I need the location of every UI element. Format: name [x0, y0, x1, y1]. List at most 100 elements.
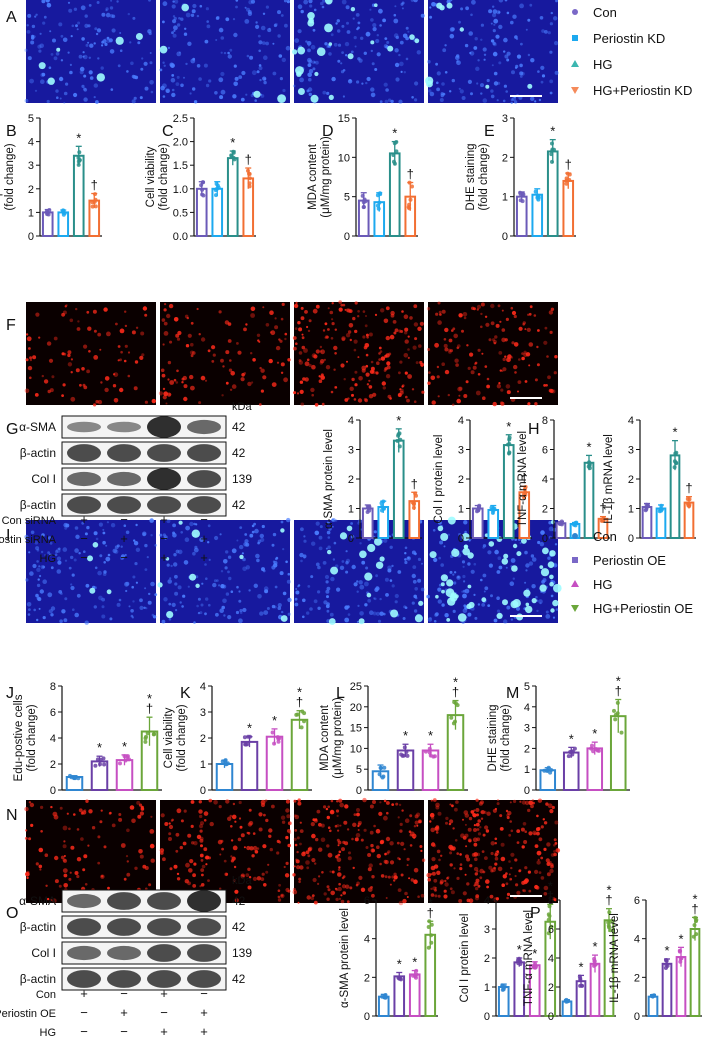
data-point [694, 932, 699, 937]
cell-dot [48, 536, 52, 540]
cell-dot [277, 603, 282, 608]
bright-cell [446, 2, 453, 9]
cell-dot [345, 561, 349, 565]
cell-dot [420, 362, 424, 367]
cell-dot [341, 847, 345, 852]
edu-image-oe-1 [24, 518, 158, 625]
bright-cell [38, 62, 46, 70]
cell-dot [69, 318, 74, 323]
cell-dot [272, 42, 275, 45]
cell-dot [237, 350, 242, 355]
cell-dot [35, 593, 39, 598]
cell-dot [96, 28, 102, 33]
cell-dot [446, 877, 449, 880]
cell-dot [47, 551, 50, 555]
data-point [127, 757, 131, 762]
cell-dot [62, 825, 68, 831]
data-point [567, 177, 572, 182]
cell-dot [554, 842, 558, 845]
legend-marker [571, 605, 579, 612]
cell-dot [287, 821, 292, 826]
cell-dot [404, 558, 407, 561]
cell-dot [123, 524, 127, 527]
cell-dot [96, 1, 100, 4]
bright-cell [503, 553, 509, 559]
cell-dot [340, 62, 343, 65]
cell-dot [70, 396, 76, 402]
cell-dot [140, 67, 144, 71]
cell-dot [336, 800, 339, 803]
cell-dot [436, 870, 441, 875]
cell-dot [429, 820, 432, 823]
cell-dot [277, 895, 281, 899]
data-point [449, 715, 454, 720]
cell-dot [341, 560, 345, 563]
significance-mark: † [599, 501, 606, 516]
cell-dot [441, 603, 445, 607]
cell-dot [227, 54, 232, 59]
cell-dot [444, 44, 447, 47]
cell-dot [462, 608, 468, 613]
cell-dot [62, 547, 68, 552]
cell-dot [398, 803, 402, 807]
cell-dot [323, 805, 327, 809]
cell-dot [516, 829, 521, 833]
data-point [691, 934, 696, 939]
cell-dot [397, 856, 400, 860]
cell-dot [371, 875, 375, 879]
cell-dot [376, 34, 379, 37]
cell-dot [390, 310, 395, 316]
cell-dot [336, 838, 340, 842]
treatment-sign: − [120, 986, 128, 1001]
cell-dot [79, 70, 84, 75]
cell-dot [491, 64, 494, 67]
bar [408, 973, 421, 1018]
cell-dot [50, 566, 54, 570]
cell-dot [374, 313, 378, 316]
cell-dot [196, 604, 199, 608]
cell-dot [394, 62, 400, 68]
cell-dot [549, 868, 554, 874]
cell-dot [409, 844, 413, 847]
cell-dot [285, 887, 290, 893]
cell-dot [496, 609, 501, 613]
cell-dot [477, 603, 481, 606]
cell-dot [480, 38, 483, 41]
cell-dot [351, 393, 354, 397]
cell-dot [109, 14, 114, 18]
cell-dot [411, 96, 414, 99]
cell-dot [200, 603, 204, 607]
cell-dot [553, 898, 557, 902]
cell-dot [327, 852, 333, 858]
data-point [404, 750, 409, 754]
significance-mark: * [692, 891, 697, 906]
cell-dot [375, 828, 381, 834]
cell-dot [359, 542, 362, 545]
blot-band [147, 970, 181, 988]
significance-mark: * [592, 726, 597, 741]
cell-dot [278, 54, 283, 58]
cell-dot [276, 851, 280, 855]
cell-dot [131, 818, 136, 824]
cell-dot [528, 889, 532, 893]
cell-dot [305, 40, 308, 43]
cell-dot [263, 55, 268, 60]
cell-dot [296, 850, 299, 854]
cell-dot [393, 13, 397, 17]
cell-dot [472, 812, 476, 817]
significance-mark: * [396, 413, 401, 428]
data-point [122, 754, 127, 759]
cell-dot [279, 571, 284, 576]
data-point [426, 945, 431, 950]
cell-dot [430, 375, 436, 381]
data-point [379, 501, 384, 506]
cell-dot [348, 323, 354, 328]
cell-dot [496, 850, 500, 853]
cell-dot [511, 310, 517, 316]
cell-dot [307, 854, 311, 858]
cell-dot [222, 598, 227, 604]
cell-dot [295, 859, 300, 864]
y-axis-label: IL-1β mRNA level [609, 913, 621, 1003]
cell-dot [535, 595, 538, 599]
data-point [523, 490, 528, 495]
